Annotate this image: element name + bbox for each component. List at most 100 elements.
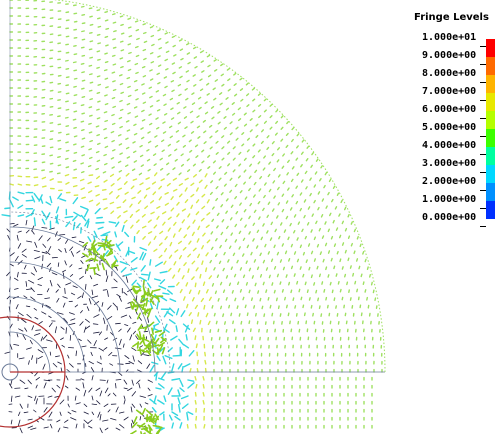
vector-arrow (113, 30, 117, 33)
vector-arrow (171, 89, 175, 93)
vector-arrow (136, 37, 140, 41)
vector-arrow (178, 254, 183, 260)
vector-arrow (27, 425, 33, 429)
vector-arrow (206, 54, 211, 58)
vector-arrow (321, 235, 325, 239)
vector-arrow (289, 222, 292, 227)
vector-arrow (127, 327, 131, 333)
vector-arrow (281, 193, 285, 197)
vector-arrow (89, 15, 93, 18)
vector-arrow (258, 114, 262, 119)
vector-arrow (146, 282, 152, 289)
vector-arrow (87, 190, 93, 194)
vector-arrow (65, 108, 70, 111)
vector-arrow (151, 181, 157, 185)
vector-arrow (185, 42, 190, 46)
vector-arrow (21, 253, 27, 258)
vector-arrow (349, 297, 352, 301)
vector-arrow (96, 33, 101, 36)
vector-arrow (89, 56, 94, 59)
vector-arrow (270, 221, 273, 226)
vector-arrow (277, 202, 281, 206)
vector-arrow (184, 187, 188, 192)
vector-arrow (88, 156, 93, 160)
vector-arrow (131, 347, 137, 352)
vector-arrow (228, 282, 232, 287)
vector-arrow (74, 395, 77, 401)
vector-arrow (96, 202, 101, 206)
vector-arrow (246, 104, 250, 108)
vector-arrow (134, 45, 139, 49)
vector-arrow (102, 289, 108, 291)
vector-arrow (178, 338, 185, 346)
vector-arrow (142, 235, 146, 240)
vector-arrow (253, 181, 257, 186)
vector-arrow (167, 227, 171, 232)
vector-arrow (253, 259, 257, 263)
vector-arrow (94, 185, 100, 188)
vector-arrow (332, 185, 336, 190)
vector-arrow (115, 427, 121, 431)
vector-arrow (97, 83, 102, 86)
vector-arrow (159, 270, 168, 274)
vector-arrow (176, 140, 180, 143)
vector-arrow (14, 287, 19, 290)
vector-arrow (136, 379, 141, 384)
vector-arrow (179, 288, 183, 294)
vector-arrow (147, 219, 152, 223)
vector-arrow (132, 330, 136, 335)
vector-arrow (285, 132, 289, 137)
vector-arrow (46, 339, 53, 342)
vector-arrow (280, 115, 284, 119)
vector-arrow (156, 205, 161, 209)
vector-arrow (210, 231, 214, 235)
vector-arrow (248, 187, 252, 192)
vector-arrow (192, 327, 196, 332)
vector-arrow (27, 379, 32, 385)
vector-arrow (159, 279, 166, 285)
vector-arrow (310, 229, 313, 233)
vector-arrow (181, 208, 187, 212)
vector-arrow (162, 221, 166, 226)
vector-arrow (170, 117, 175, 120)
vector-arrow (267, 201, 271, 206)
vector-arrow (90, 367, 95, 373)
vector-arrow (347, 257, 350, 262)
vector-arrow (100, 234, 109, 237)
vector-arrow (344, 273, 347, 278)
vector-arrow (131, 196, 136, 200)
vector-arrow (103, 179, 108, 183)
vector-arrow (183, 344, 190, 349)
vector-arrow (278, 235, 281, 240)
vector-arrow (83, 209, 89, 218)
vector-arrow (250, 251, 253, 256)
vector-arrow (67, 403, 70, 408)
vector-arrow (34, 395, 37, 401)
vector-arrow (282, 153, 285, 157)
vector-arrow (182, 323, 191, 330)
vector-arrow (104, 387, 109, 394)
vector-arrow (168, 319, 176, 325)
vector-arrow (293, 229, 296, 234)
vector-arrow (153, 278, 161, 282)
vector-arrow (120, 314, 128, 318)
vector-arrow (243, 123, 248, 127)
vector-arrow (189, 368, 192, 373)
vector-arrow (225, 210, 229, 214)
vector-arrow (33, 249, 40, 253)
vector-arrow (139, 395, 146, 398)
hotspot-vector (154, 413, 159, 421)
vector-arrow (207, 320, 211, 326)
vector-arrow (263, 313, 266, 318)
vector-arrow (204, 267, 208, 273)
vector-arrow (347, 235, 351, 240)
vector-arrow (123, 219, 128, 224)
vector-arrow (80, 104, 85, 107)
vector-arrow (329, 212, 332, 217)
vector-arrow (152, 153, 157, 157)
legend-color-swatch (486, 129, 495, 147)
vector-arrow (149, 69, 153, 72)
vector-arrow (318, 305, 321, 310)
vector-arrow (239, 190, 243, 194)
